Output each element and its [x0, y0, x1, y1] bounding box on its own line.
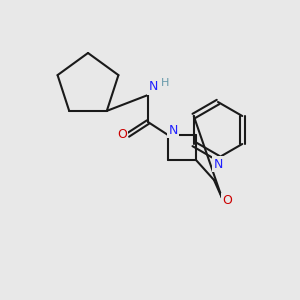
- Text: H: H: [161, 78, 169, 88]
- Text: N: N: [213, 158, 223, 170]
- Text: N: N: [148, 80, 158, 94]
- Text: N: N: [168, 124, 178, 136]
- Text: O: O: [222, 194, 232, 208]
- Text: O: O: [117, 128, 127, 142]
